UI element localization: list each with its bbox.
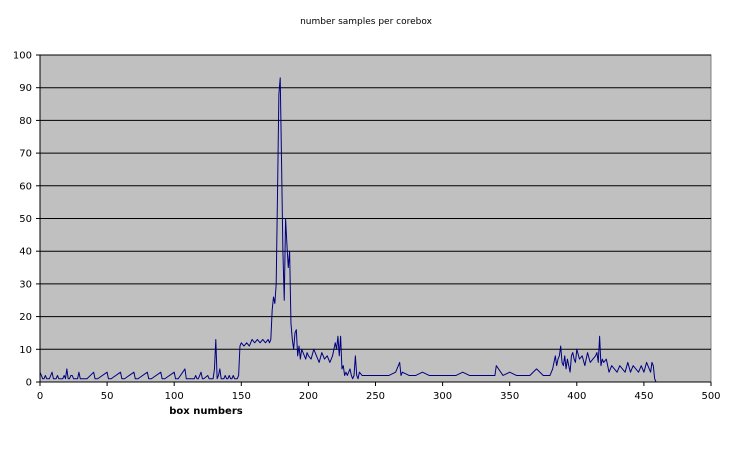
y-tick-label: 60: [19, 181, 32, 192]
y-tick-label: 0: [26, 378, 32, 389]
y-tick-label: 100: [13, 51, 32, 62]
x-tick-label: 250: [366, 391, 385, 402]
x-axis-ticks: 0 50 100 150 200 250 300 350 400 450 500: [37, 382, 721, 402]
y-tick-label: 70: [19, 149, 32, 160]
x-axis-label: box numbers: [169, 406, 242, 417]
x-tick-label: 450: [634, 391, 653, 402]
x-tick-label: 200: [299, 391, 318, 402]
y-tick-label: 90: [19, 83, 32, 94]
x-tick-label: 400: [567, 391, 586, 402]
x-tick-label: 500: [701, 391, 720, 402]
x-tick-label: 50: [101, 391, 114, 402]
y-tick-label: 40: [19, 247, 32, 258]
y-tick-label: 50: [19, 214, 32, 225]
y-axis-ticks: 0 10 20 30 40 50 60 70 80 90 100: [13, 51, 40, 389]
x-tick-label: 100: [165, 391, 184, 402]
series-line: [39, 77, 657, 383]
y-tick-label: 80: [19, 116, 32, 127]
x-tick-label: 300: [433, 391, 452, 402]
y-tick-label: 20: [19, 312, 32, 323]
x-tick-label: 0: [37, 391, 43, 402]
x-tick-label: 150: [232, 391, 251, 402]
chart-title: number samples per corebox: [300, 17, 433, 27]
y-tick-label: 30: [19, 279, 32, 290]
y-tick-label: 10: [19, 345, 32, 356]
x-tick-label: 350: [500, 391, 519, 402]
